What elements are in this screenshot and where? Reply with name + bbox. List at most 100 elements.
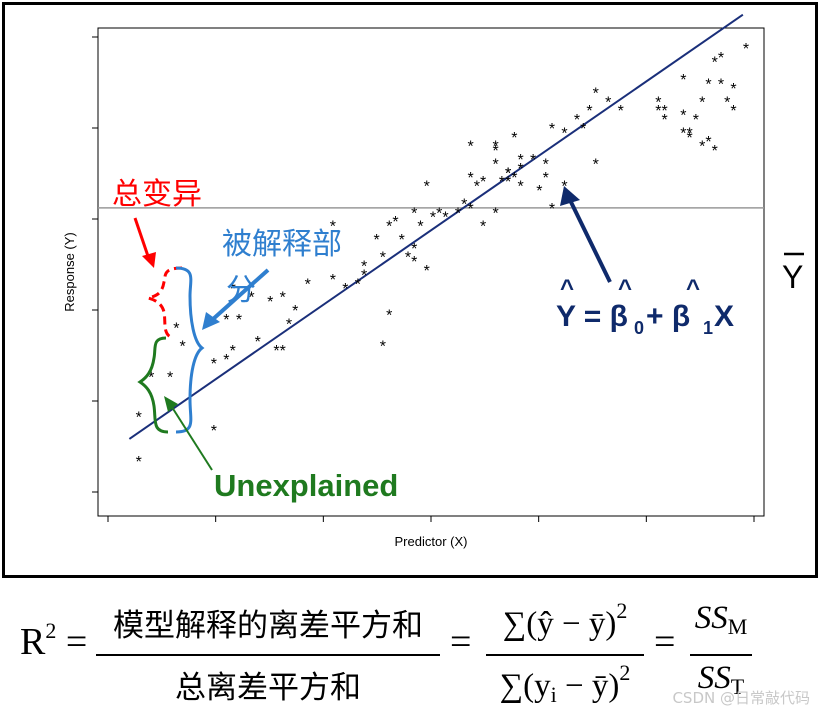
equation-arrow — [568, 199, 612, 283]
data-point: * — [392, 214, 398, 231]
data-point: * — [693, 112, 699, 129]
unexplained-brace — [137, 336, 169, 434]
data-point: * — [173, 321, 179, 338]
explained-arrow-head — [202, 312, 220, 330]
fraction-words-numerator: 模型解释的离差平方和 — [113, 608, 423, 644]
y-axis-label: Response (Y) — [62, 232, 77, 311]
regression-equation: Y = β 0 + β 1 X ^ ^ ^ — [556, 275, 734, 338]
annotations: 总变异 被解释部 分 Unexplained Y = β 0 + β 1 X ^… — [112, 177, 804, 503]
data-point: * — [467, 201, 473, 218]
data-point: * — [593, 156, 599, 173]
data-point: * — [724, 94, 730, 111]
data-point: * — [211, 423, 217, 440]
fraction-ss: SSM SST — [690, 590, 752, 714]
data-point: * — [386, 219, 392, 236]
data-point: * — [492, 143, 498, 160]
fraction-words: 模型解释的离差平方和 总离差平方和 — [96, 590, 440, 714]
data-point: * — [712, 54, 718, 71]
data-point: * — [305, 276, 311, 293]
data-point: * — [467, 139, 473, 156]
data-point: * — [424, 263, 430, 280]
data-point: * — [518, 161, 524, 178]
data-point: * — [662, 103, 668, 120]
data-point: * — [705, 77, 711, 94]
data-point: * — [267, 294, 273, 311]
data-point: * — [549, 201, 555, 218]
data-point: * — [730, 103, 736, 120]
axis-ticks — [92, 36, 755, 522]
svg-text:^: ^ — [618, 275, 632, 302]
svg-text:Y = β: Y = β — [556, 300, 628, 333]
data-point: * — [505, 165, 511, 182]
data-point: * — [167, 370, 173, 387]
data-point: * — [718, 77, 724, 94]
data-point: * — [411, 205, 417, 222]
regression-line — [128, 13, 744, 440]
data-point: * — [436, 205, 442, 222]
data-point: * — [424, 179, 430, 196]
data-point: * — [280, 290, 286, 307]
data-point: * — [179, 338, 185, 355]
data-point: * — [730, 81, 736, 98]
data-point: * — [248, 290, 254, 307]
data-point: * — [461, 196, 467, 213]
plot-area — [97, 27, 765, 517]
data-point: * — [411, 254, 417, 271]
data-point: * — [330, 272, 336, 289]
formula-lhs: R2 = — [20, 618, 88, 663]
data-point: * — [286, 316, 292, 333]
svg-text:^: ^ — [560, 275, 574, 302]
data-point: * — [236, 312, 242, 329]
data-point: * — [699, 94, 705, 111]
data-point: * — [223, 352, 229, 369]
data-point: * — [492, 156, 498, 173]
unexplained-label: Unexplained — [214, 468, 398, 503]
data-point: * — [361, 267, 367, 284]
svg-text:X: X — [714, 300, 734, 333]
data-point: * — [618, 103, 624, 120]
data-point: * — [230, 281, 236, 298]
explained-brace — [175, 266, 205, 434]
mean-label: Y — [782, 259, 803, 295]
data-point: * — [399, 232, 405, 249]
data-point: * — [492, 205, 498, 222]
data-point: * — [148, 370, 154, 387]
total-arrow-head — [142, 252, 156, 268]
data-point: * — [511, 130, 517, 147]
data-point: * — [505, 174, 511, 191]
data-point: * — [549, 121, 555, 138]
data-point: * — [342, 281, 348, 298]
data-point: * — [655, 94, 661, 111]
data-point: * — [330, 219, 336, 236]
data-point: * — [687, 130, 693, 147]
data-point: * — [386, 307, 392, 324]
data-point: * — [417, 219, 423, 236]
data-point: * — [355, 276, 361, 293]
data-point: * — [680, 72, 686, 89]
data-point: * — [136, 410, 142, 427]
data-point: * — [518, 179, 524, 196]
data-point: * — [718, 50, 724, 67]
watermark: CSDN @日常敲代码 — [672, 689, 810, 707]
data-point: * — [518, 152, 524, 169]
explained-label-line1: 被解释部 — [222, 227, 342, 262]
data-point: * — [230, 343, 236, 360]
data-point: * — [543, 156, 549, 173]
svg-text:^: ^ — [686, 275, 700, 302]
explained-label-line2: 分 — [226, 273, 256, 308]
data-point: * — [680, 125, 686, 142]
data-point: * — [605, 94, 611, 111]
data-point: * — [255, 334, 261, 351]
equation-arrow-head — [560, 186, 580, 206]
data-point: * — [405, 250, 411, 267]
data-point: * — [543, 170, 549, 187]
fraction-words-denominator: 总离差平方和 — [175, 670, 361, 706]
data-point: * — [474, 179, 480, 196]
data-point: * — [499, 174, 505, 191]
data-point: * — [280, 343, 286, 360]
data-point: * — [467, 170, 473, 187]
x-axis-label: Predictor (X) — [395, 534, 468, 549]
svg-text:0: 0 — [634, 318, 644, 338]
data-point: * — [655, 103, 661, 120]
svg-text:1: 1 — [703, 318, 713, 338]
